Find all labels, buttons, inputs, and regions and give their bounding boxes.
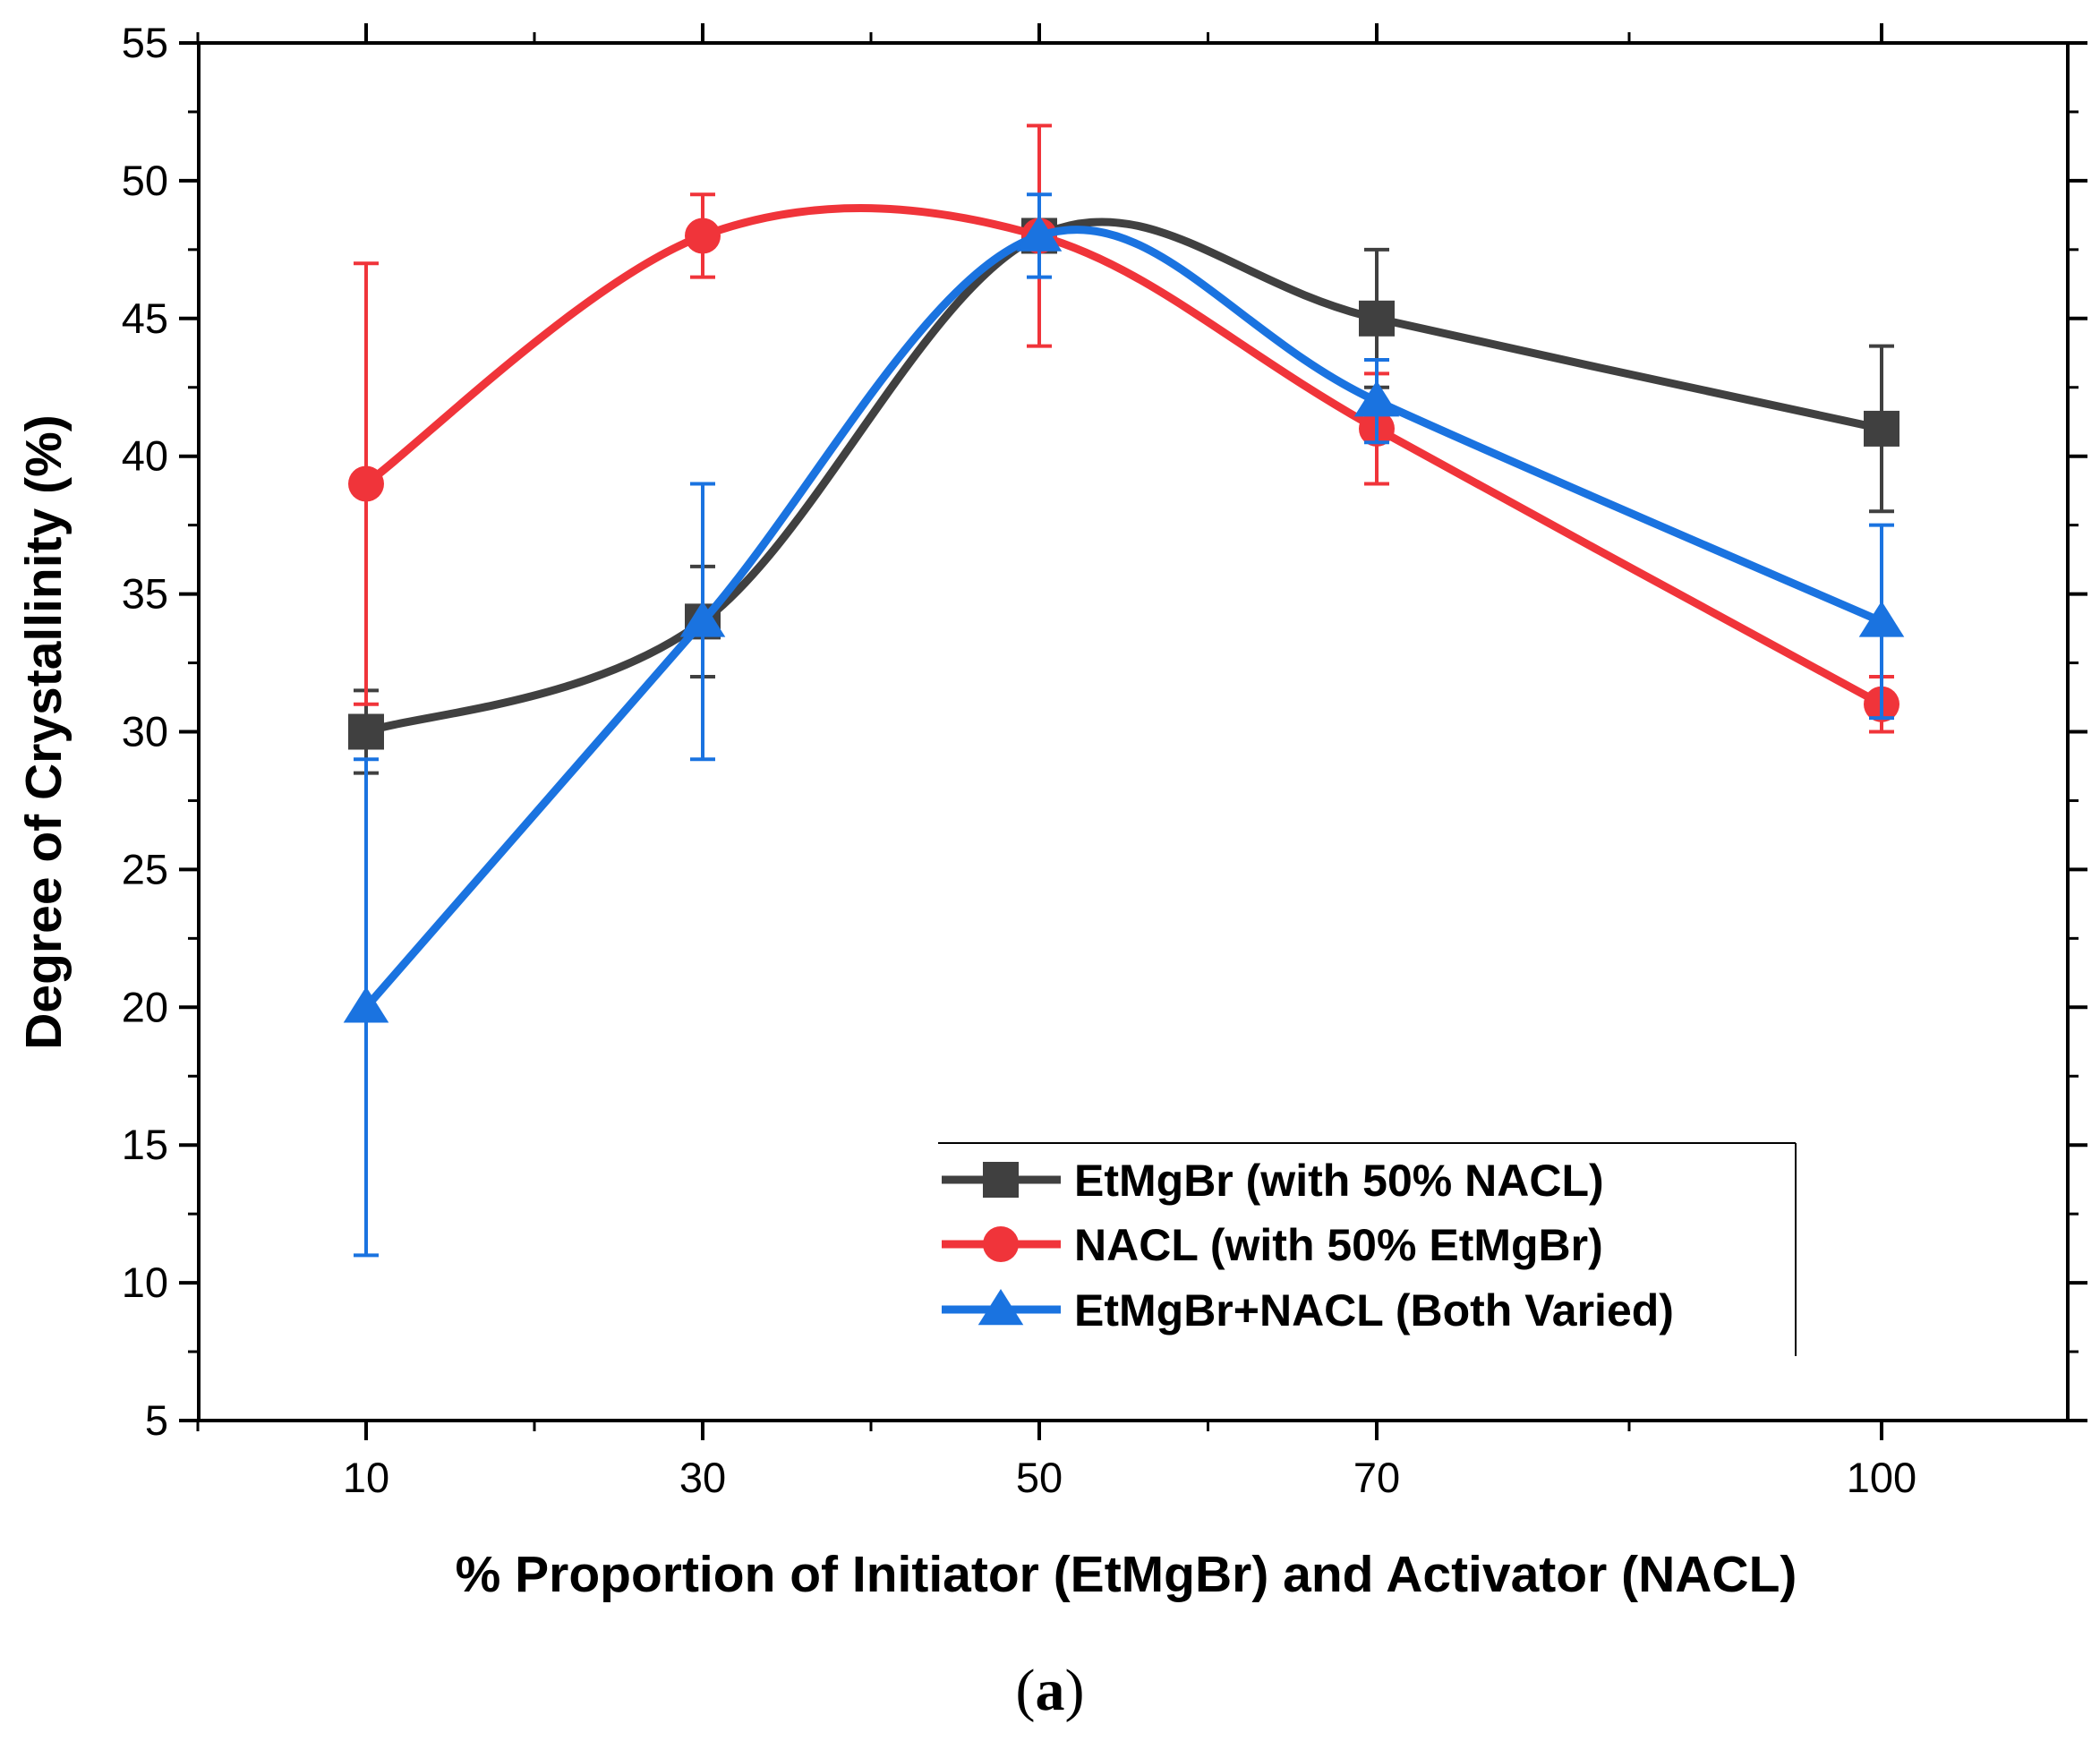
series-1 xyxy=(348,218,1899,775)
legend-label: EtMgBr+NACL (Both Varied) xyxy=(1074,1285,1674,1336)
y-tick-label: 5 xyxy=(145,1396,168,1444)
y-tick-label: 50 xyxy=(122,157,168,204)
series-line xyxy=(362,226,1886,1011)
legend-label: NACL (with 50% EtMgBr) xyxy=(1074,1220,1603,1270)
y-tick-label: 30 xyxy=(122,708,168,755)
series-2 xyxy=(348,124,1899,734)
data-point xyxy=(679,601,726,637)
series-3 xyxy=(343,192,1905,1258)
x-tick-label: 100 xyxy=(1847,1454,1916,1501)
data-point xyxy=(1858,601,1905,637)
x-axis-title: % Proportion of Initiator (EtMgBr) and A… xyxy=(456,1546,1797,1603)
series-layer xyxy=(343,124,1905,1258)
data-point xyxy=(1016,215,1063,252)
data-point xyxy=(348,465,384,502)
figure-caption: (a) xyxy=(1016,1658,1085,1723)
legend-marker xyxy=(977,1289,1024,1326)
y-tick-label: 25 xyxy=(122,845,168,892)
data-point xyxy=(1353,380,1400,417)
data-point xyxy=(685,218,721,254)
legend: EtMgBr (with 50% NACL) NACL (with 50% EtM… xyxy=(938,1142,1797,1356)
y-axis-title: Degree of Crystallinity (%) xyxy=(15,414,73,1050)
caption-close-paren: ) xyxy=(1065,1658,1085,1723)
x-tick-label: 30 xyxy=(679,1454,726,1501)
x-tick-label: 70 xyxy=(1353,1454,1400,1501)
plot-frame xyxy=(197,41,2070,1422)
data-point xyxy=(1359,300,1395,337)
x-tick-label: 10 xyxy=(343,1454,389,1501)
y-tick-label: 35 xyxy=(122,570,168,618)
data-point xyxy=(343,986,389,1023)
legend-marker xyxy=(983,1226,1019,1262)
y-tick-label: 20 xyxy=(122,983,168,1030)
y-axis: 5 10 15 20 25 30 35 40 45 50 55 xyxy=(122,19,2087,1444)
data-point xyxy=(1864,410,1899,447)
legend-marker xyxy=(983,1162,1019,1198)
data-point xyxy=(348,713,384,750)
x-tick-label: 50 xyxy=(1016,1454,1063,1501)
series-line xyxy=(362,204,1886,709)
y-tick-label: 15 xyxy=(122,1121,168,1168)
caption-open-paren: ( xyxy=(1016,1658,1036,1723)
x-axis: 10 30 50 70 100 xyxy=(196,23,1916,1501)
y-tick-label: 10 xyxy=(122,1259,168,1306)
y-tick-label: 40 xyxy=(122,432,168,480)
y-tick-label: 45 xyxy=(122,294,168,342)
caption-letter: a xyxy=(1036,1658,1065,1723)
y-tick-label: 55 xyxy=(122,19,168,66)
legend-label: EtMgBr (with 50% NACL) xyxy=(1074,1156,1604,1206)
